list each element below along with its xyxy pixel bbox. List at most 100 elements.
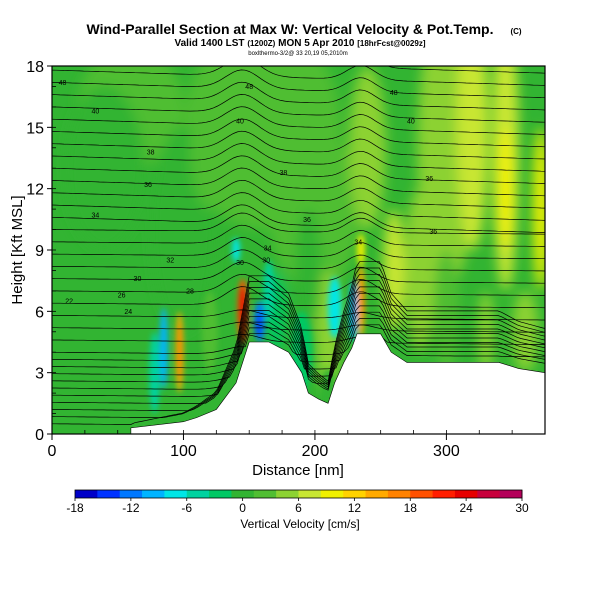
colorbar-swatch bbox=[119, 490, 143, 498]
isentrope-label: 26 bbox=[118, 292, 126, 299]
isentrope-label-text: 38 bbox=[279, 170, 287, 177]
colorbar-swatch bbox=[365, 490, 389, 498]
colorbar-swatch bbox=[276, 490, 299, 498]
isentrope-line bbox=[52, 66, 545, 86]
x-axis: 0 100 200 300 bbox=[48, 430, 546, 460]
velocity-region bbox=[349, 66, 386, 230]
isentrope-label: 36 bbox=[425, 176, 433, 183]
isentrope-label: 40 bbox=[236, 119, 244, 126]
valid-utc: (1200Z) bbox=[247, 39, 275, 48]
isentrope-line bbox=[52, 249, 545, 272]
colorbar-swatch bbox=[298, 490, 322, 498]
y-tick-label: 6 bbox=[35, 304, 44, 321]
velocity-core bbox=[232, 237, 240, 263]
isentrope-label-text: 48 bbox=[245, 84, 253, 91]
isentrope-line bbox=[52, 311, 545, 370]
isentrope-line bbox=[52, 81, 545, 111]
colorbar-swatch bbox=[343, 490, 367, 498]
isentrope-line bbox=[52, 273, 545, 296]
velocity-core bbox=[159, 307, 168, 390]
isentrope-label: 48 bbox=[59, 80, 67, 87]
plot-area: 48 48 48 40 40 40 38 38 36 36 34 36 36 34 34 32 30 30 30 28… bbox=[52, 66, 545, 434]
velocity-core bbox=[263, 260, 275, 322]
colorbar-tick-label: -12 bbox=[122, 501, 140, 515]
forecast-tag: [18hrFcst@0029z] bbox=[357, 39, 426, 48]
isentrope-line bbox=[52, 237, 545, 260]
colorbar-swatch bbox=[253, 490, 277, 498]
isentrope-label-text: 34 bbox=[91, 213, 99, 220]
isentrope-labels: 48 48 48 40 40 40 38 38 36 36 34 36 36 34 34 32 30 30 30 28… bbox=[59, 80, 438, 316]
isentrope-line bbox=[52, 280, 545, 404]
isentrope-line bbox=[52, 286, 545, 397]
isentrope-label-text: 34 bbox=[264, 245, 272, 252]
isentrope-label-text: 32 bbox=[166, 258, 174, 265]
isentrope-line bbox=[52, 333, 545, 345]
isentrope-line bbox=[52, 130, 545, 160]
velocity-core bbox=[360, 280, 365, 322]
isentrope-line bbox=[52, 94, 545, 123]
colorbar-tick-label: 6 bbox=[295, 501, 302, 515]
isentrope-label-text: 48 bbox=[390, 90, 398, 97]
isentrope-label-text: 40 bbox=[236, 119, 244, 126]
chart-subtitle: Valid 1400 LST (1200Z) MON 5 Apr 2010 [1… bbox=[174, 38, 425, 49]
isentrope-label: 48 bbox=[245, 84, 253, 91]
colorbar-swatch bbox=[387, 490, 411, 498]
isentrope-label-text: 30 bbox=[262, 258, 270, 265]
isentrope-label: 24 bbox=[124, 309, 132, 316]
isentrope-line bbox=[52, 273, 545, 412]
x-tick-label: 300 bbox=[433, 443, 460, 460]
isentrope-label: 40 bbox=[407, 119, 415, 126]
isentrope-line bbox=[52, 106, 545, 135]
isentrope-label: 38 bbox=[279, 170, 287, 177]
chart-title: Wind-Parallel Section at Max W: Vertical… bbox=[86, 21, 493, 37]
isentrope-label-text: 48 bbox=[59, 80, 67, 87]
colorbar-swatch bbox=[142, 490, 165, 498]
colorbar-tick-label: -18 bbox=[66, 501, 84, 515]
isentrope-line bbox=[52, 261, 545, 284]
isentrope-label-text: 36 bbox=[425, 176, 433, 183]
colorbar-swatch bbox=[209, 490, 232, 498]
isentrope-line bbox=[52, 299, 545, 384]
y-tick-label: 0 bbox=[35, 427, 44, 444]
isentrope-line bbox=[52, 309, 545, 321]
colorbar-tick-label: 18 bbox=[404, 501, 418, 515]
isentrope-label-text: 30 bbox=[134, 276, 142, 283]
x-axis-label: Distance [nm] bbox=[252, 462, 344, 479]
isentrope-line bbox=[52, 143, 545, 172]
isentrope-label: 34 bbox=[91, 213, 99, 220]
isentrope-label: 30 bbox=[262, 258, 270, 265]
colorbar-tick-label: 24 bbox=[459, 501, 473, 515]
isentrope-lines bbox=[52, 66, 545, 425]
isentrope-label-text: 30 bbox=[236, 260, 244, 267]
terrain-mask bbox=[52, 333, 545, 434]
y-tick-label: 9 bbox=[35, 243, 44, 260]
isentrope-label-text: 36 bbox=[303, 217, 311, 224]
isentrope-line bbox=[52, 204, 545, 233]
isentrope-line bbox=[52, 286, 545, 309]
isentrope-label-text: 28 bbox=[186, 288, 194, 295]
velocity-region bbox=[268, 127, 361, 291]
isentrope-label: 30 bbox=[236, 260, 244, 267]
velocity-core bbox=[149, 331, 160, 414]
y-axis: 0 3 6 9 12 15 18 bbox=[26, 59, 56, 444]
x-tick-label: 100 bbox=[170, 443, 197, 460]
isentrope-label-text: 22 bbox=[65, 299, 73, 306]
isentrope-label-text: 36 bbox=[429, 229, 437, 236]
isentrope-line bbox=[52, 267, 545, 419]
colorbar-tick-label: 30 bbox=[515, 501, 529, 515]
isentrope-label: 48 bbox=[390, 90, 398, 97]
colorbar-tick-label: -6 bbox=[181, 501, 192, 515]
isentrope-line bbox=[52, 179, 545, 209]
credit-line: boxlthermo-3/2@ 33 20,19 05,2010m bbox=[248, 51, 348, 57]
isentrope-label-text: 40 bbox=[91, 108, 99, 115]
velocity-region bbox=[533, 127, 545, 291]
isentrope-line bbox=[52, 118, 545, 148]
isentrope-line bbox=[52, 324, 545, 358]
colorbar-swatch bbox=[186, 490, 210, 498]
isentrope-label-text: 26 bbox=[118, 292, 126, 299]
colorbar-swatch bbox=[320, 490, 344, 498]
isentrope-label: 34 bbox=[264, 245, 272, 252]
isentrope-line bbox=[305, 66, 545, 74]
isentrope-label: 40 bbox=[91, 108, 99, 115]
